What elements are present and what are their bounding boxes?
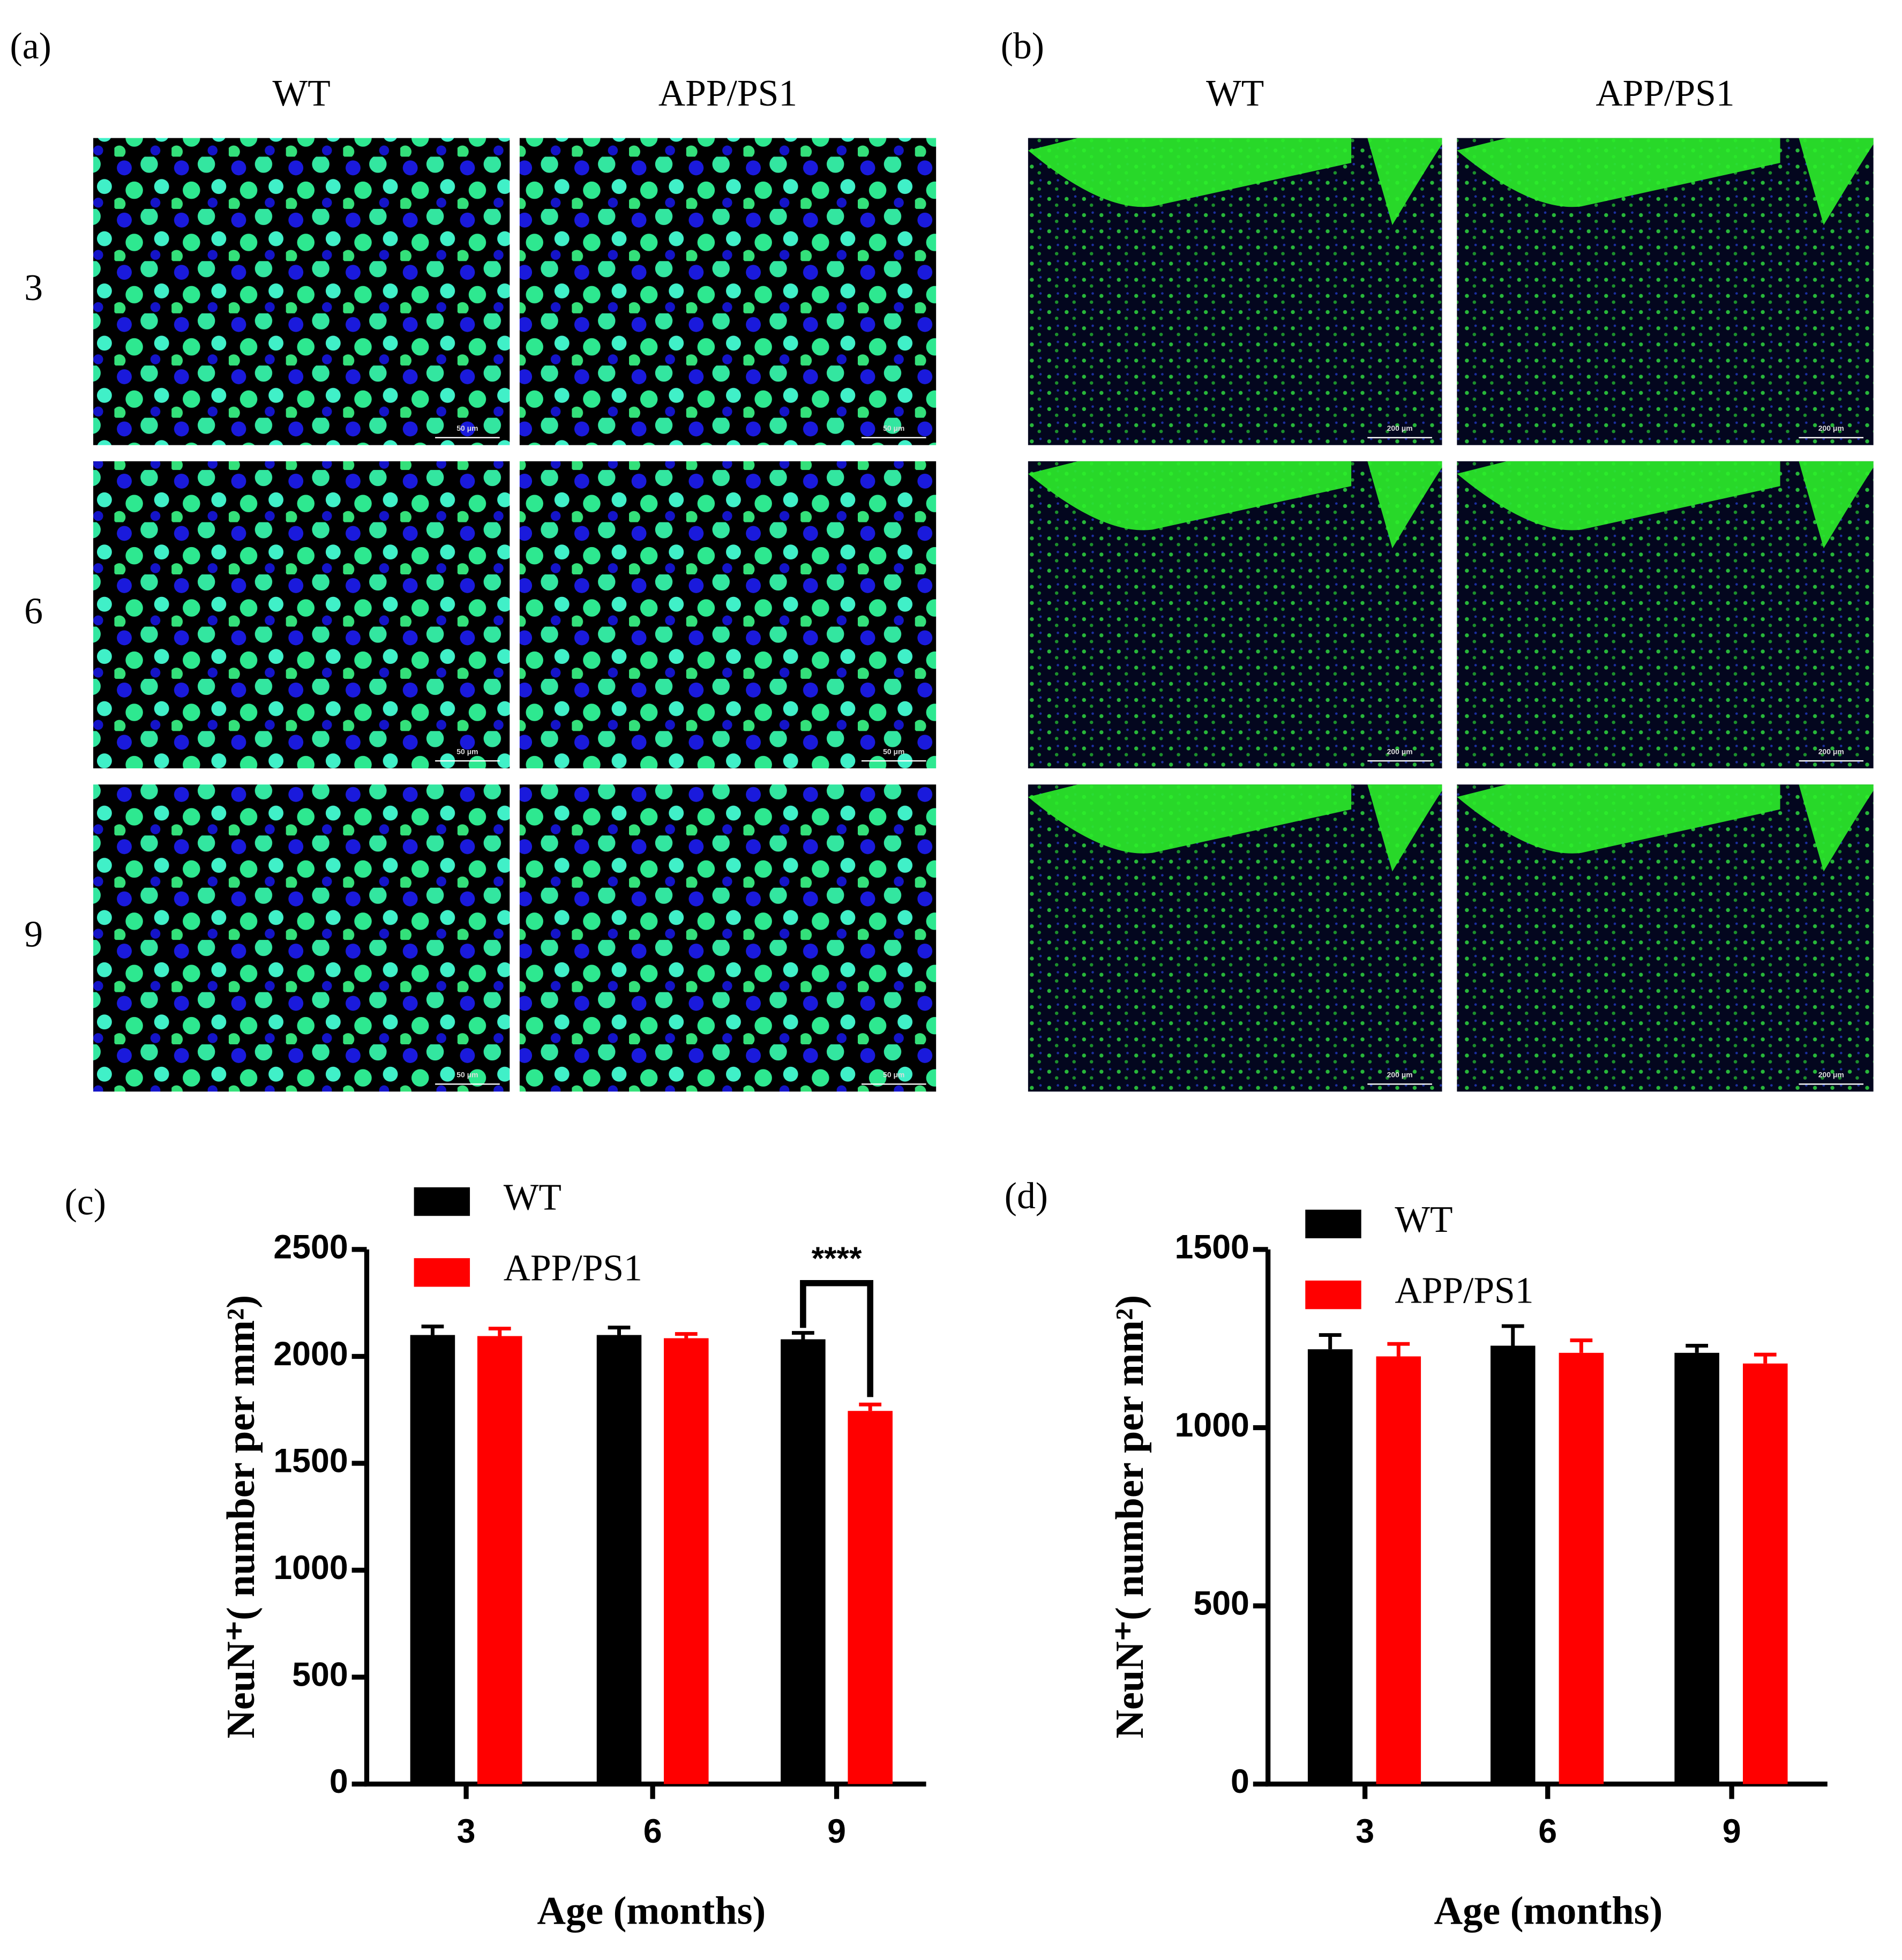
scale-bar-label: 50 μm: [456, 424, 478, 432]
y-axis-label: NeuN⁺( number per mm²): [219, 1295, 263, 1739]
hippocampus-band: [1028, 461, 1352, 530]
micrograph: [93, 138, 510, 445]
legend-swatch: [1305, 1280, 1361, 1310]
y-axis-label: NeuN⁺( number per mm²): [1108, 1295, 1152, 1739]
x-axis-label: Age (months): [537, 1889, 766, 1933]
y-tick-label: 0: [1231, 1763, 1249, 1800]
x-tick-label: 9: [827, 1813, 846, 1850]
bar: [781, 1339, 826, 1784]
micrograph: [519, 784, 937, 1092]
x-tick-label: 6: [643, 1813, 662, 1850]
bar: [1376, 1356, 1421, 1784]
hippocampus-band: [1457, 784, 1780, 854]
y-tick-label: 1000: [1175, 1407, 1249, 1444]
hippocampus-band: [1457, 138, 1780, 207]
hippocampus-band: [1799, 784, 1874, 872]
x-tick-label: 3: [1356, 1813, 1374, 1850]
y-tick-label: 0: [330, 1763, 348, 1800]
micrograph: [519, 461, 937, 768]
legend-label: WT: [504, 1177, 561, 1218]
y-tick-label: 500: [1193, 1585, 1249, 1622]
hippocampus-band: [1028, 138, 1352, 207]
scale-bar-label: 50 μm: [883, 1071, 904, 1079]
column-header: WT: [273, 73, 331, 114]
row-label: 6: [24, 590, 43, 632]
bar: [596, 1335, 642, 1784]
panel-label: (a): [10, 26, 51, 67]
scale-bar-label: 50 μm: [456, 1071, 478, 1079]
column-header: APP/PS1: [658, 73, 797, 114]
hippocampus-band: [1457, 461, 1780, 530]
legend-label: APP/PS1: [504, 1248, 642, 1289]
row-label: 9: [24, 914, 43, 955]
scale-bar-label: 200 μm: [1818, 424, 1844, 432]
scale-bar-label: 200 μm: [1818, 1071, 1844, 1079]
scale-bar-label: 50 μm: [883, 424, 904, 432]
y-tick-label: 500: [292, 1656, 348, 1694]
bar: [848, 1411, 893, 1784]
scale-bar-label: 200 μm: [1387, 1071, 1413, 1079]
micrograph: [93, 461, 510, 768]
scale-bar-label: 200 μm: [1818, 747, 1844, 755]
x-axis-label: Age (months): [1434, 1889, 1663, 1933]
hippocampus-band: [1028, 784, 1352, 854]
legend-label: APP/PS1: [1395, 1270, 1533, 1311]
x-tick-label: 9: [1723, 1813, 1741, 1850]
micrograph: [519, 138, 937, 445]
legend-swatch: [414, 1258, 470, 1287]
scale-bar-label: 200 μm: [1387, 747, 1413, 755]
legend-swatch: [414, 1187, 470, 1216]
y-tick-label: 1000: [273, 1549, 348, 1587]
row-label: 3: [24, 267, 43, 309]
hippocampus-band: [1367, 138, 1442, 226]
y-tick-label: 1500: [1175, 1228, 1249, 1266]
bar: [1559, 1352, 1604, 1784]
scale-bar-label: 200 μm: [1387, 424, 1413, 432]
panel-label: (d): [1005, 1176, 1048, 1217]
significance-label: ****: [812, 1240, 862, 1276]
y-tick-label: 2000: [273, 1335, 348, 1373]
column-header: WT: [1206, 73, 1264, 114]
scale-bar-label: 50 μm: [883, 747, 904, 755]
x-tick-label: 3: [457, 1813, 476, 1850]
x-tick-label: 6: [1538, 1813, 1557, 1850]
column-header: APP/PS1: [1596, 73, 1734, 114]
bar: [410, 1335, 455, 1784]
bar: [1490, 1345, 1536, 1784]
bar: [1743, 1363, 1788, 1784]
scale-bar-label: 50 μm: [456, 747, 478, 755]
legend-label: WT: [1395, 1199, 1452, 1240]
y-tick-label: 2500: [273, 1228, 348, 1266]
hippocampus-band: [1367, 784, 1442, 872]
y-tick-label: 1500: [273, 1442, 348, 1480]
significance-bracket: [800, 1280, 873, 1397]
hippocampus-band: [1799, 138, 1874, 226]
legend-swatch: [1305, 1209, 1361, 1239]
panel-label: (c): [65, 1182, 106, 1223]
bar: [477, 1336, 522, 1784]
micrograph: [93, 784, 510, 1092]
bar: [664, 1338, 709, 1784]
bar: [1307, 1349, 1353, 1784]
bar: [1674, 1352, 1719, 1784]
panel-label: (b): [1001, 26, 1044, 67]
